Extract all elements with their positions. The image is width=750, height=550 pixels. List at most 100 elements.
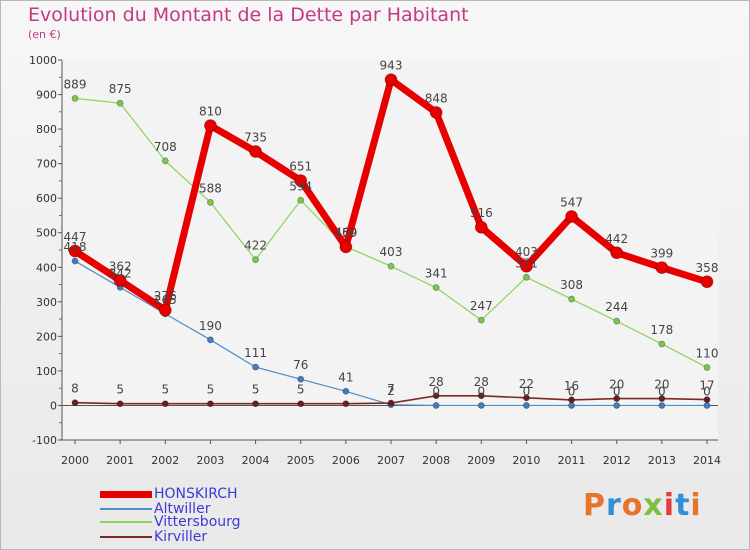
- data-point-vittersbourg: [387, 262, 395, 270]
- legend-swatch: [100, 521, 152, 523]
- y-tick-label: 700: [36, 158, 57, 171]
- data-label-altwiller: 41: [338, 370, 353, 384]
- y-tick-label: 200: [36, 330, 57, 343]
- data-point-honskirch: [113, 273, 127, 287]
- data-point-vittersbourg: [161, 157, 169, 165]
- data-label-kirviller: 20: [609, 378, 624, 392]
- logo-letter: o: [621, 488, 644, 523]
- x-tick-label: 2007: [377, 454, 405, 467]
- data-label-altwiller: 111: [244, 346, 267, 360]
- logo-letter: x: [643, 488, 664, 523]
- data-label-honskirch: 848: [425, 92, 448, 106]
- x-tick-label: 2000: [61, 454, 89, 467]
- y-tick-label: 800: [36, 123, 57, 136]
- data-label-vittersbourg: 594: [289, 179, 312, 193]
- data-label-vittersbourg: 889: [64, 77, 87, 91]
- x-tick-label: 2013: [648, 454, 676, 467]
- data-point-altwiller: [523, 402, 530, 409]
- data-point-kirviller: [432, 392, 440, 400]
- data-label-honskirch: 362: [109, 259, 132, 273]
- data-label-kirviller: 5: [297, 383, 305, 397]
- data-label-kirviller: 5: [252, 383, 260, 397]
- data-label-altwiller: 0: [568, 384, 576, 398]
- proxiti-logo: Proxiti: [583, 488, 702, 523]
- data-label-altwiller: 0: [703, 384, 711, 398]
- data-point-honskirch: [384, 73, 398, 87]
- data-point-kirviller: [387, 399, 395, 407]
- data-label-kirviller: 16: [564, 379, 579, 393]
- data-label-kirviller: 5: [116, 383, 124, 397]
- data-point-altwiller: [568, 402, 575, 409]
- legend-item-vittersbourg: Vittersbourg: [100, 515, 241, 529]
- data-label-honskirch: 516: [470, 206, 493, 220]
- data-point-vittersbourg: [252, 256, 259, 264]
- data-point-kirviller: [71, 399, 79, 407]
- data-point-kirviller: [342, 400, 350, 408]
- legend-swatch: [100, 536, 152, 538]
- x-tick-label: 2001: [106, 454, 134, 467]
- legend-label: Kirviller: [154, 529, 208, 545]
- data-label-honskirch: 547: [560, 195, 583, 209]
- legend-item-altwiller: Altwiller: [100, 502, 210, 516]
- x-tick-label: 2009: [467, 454, 495, 467]
- data-label-altwiller: 0: [658, 384, 666, 398]
- x-tick-label: 2012: [603, 454, 631, 467]
- legend-item-honskirch: HONSKIRCH: [100, 487, 238, 501]
- data-point-vittersbourg: [477, 316, 485, 324]
- data-point-honskirch: [429, 106, 443, 119]
- data-point-kirviller: [161, 400, 169, 408]
- y-tick-label: -100: [32, 434, 57, 447]
- data-label-vittersbourg: 244: [605, 300, 628, 314]
- data-point-altwiller: [297, 375, 305, 383]
- y-tick-label: 900: [36, 89, 57, 102]
- data-point-vittersbourg: [116, 99, 124, 107]
- data-label-altwiller: 76: [293, 358, 308, 372]
- data-label-vittersbourg: 403: [380, 245, 403, 259]
- data-point-altwiller: [207, 336, 214, 344]
- data-label-honskirch: 459: [334, 226, 357, 240]
- chart-title: Evolution du Montant de la Dette par Hab…: [28, 4, 469, 26]
- data-point-honskirch: [520, 259, 533, 273]
- data-point-kirviller: [207, 400, 214, 408]
- data-point-honskirch: [294, 174, 308, 187]
- data-point-vittersbourg: [71, 94, 79, 102]
- data-label-altwiller: 265: [154, 293, 177, 307]
- data-point-altwiller: [342, 387, 350, 395]
- data-point-kirviller: [116, 400, 124, 408]
- data-point-honskirch: [610, 246, 624, 260]
- x-tick-label: 2006: [332, 454, 360, 467]
- y-tick-label: 100: [36, 365, 57, 378]
- data-label-vittersbourg: 875: [109, 82, 132, 96]
- data-label-altwiller: 190: [199, 319, 222, 333]
- chart-subtitle: (en €): [28, 28, 61, 41]
- data-label-vittersbourg: 341: [425, 267, 448, 281]
- data-point-kirviller: [523, 394, 530, 402]
- data-point-altwiller: [703, 402, 711, 409]
- data-point-altwiller: [477, 402, 485, 409]
- x-tick-label: 2002: [151, 454, 179, 467]
- data-point-vittersbourg: [297, 196, 305, 204]
- x-tick-label: 2004: [242, 454, 270, 467]
- data-label-altwiller: 0: [523, 384, 531, 398]
- data-point-altwiller: [252, 363, 259, 371]
- logo-letter: t: [675, 488, 691, 523]
- data-point-vittersbourg: [523, 273, 530, 281]
- data-label-kirviller: 28: [474, 375, 489, 389]
- data-label-kirviller: 22: [519, 377, 534, 391]
- data-point-vittersbourg: [207, 198, 214, 206]
- data-label-honskirch: 358: [696, 261, 719, 275]
- data-point-honskirch: [655, 261, 669, 275]
- legend-label: Vittersbourg: [154, 514, 241, 530]
- legend-label: Altwiller: [154, 501, 211, 517]
- data-label-vittersbourg: 308: [560, 278, 583, 292]
- legend-swatch: [100, 490, 152, 498]
- x-tick-label: 2005: [287, 454, 315, 467]
- data-label-kirviller: 28: [429, 375, 444, 389]
- data-point-honskirch: [249, 145, 262, 158]
- y-tick-label: 600: [36, 192, 57, 205]
- legend-swatch: [100, 508, 152, 510]
- data-point-vittersbourg: [432, 284, 440, 292]
- data-label-honskirch: 442: [605, 232, 628, 246]
- data-label-kirviller: 7: [387, 382, 395, 396]
